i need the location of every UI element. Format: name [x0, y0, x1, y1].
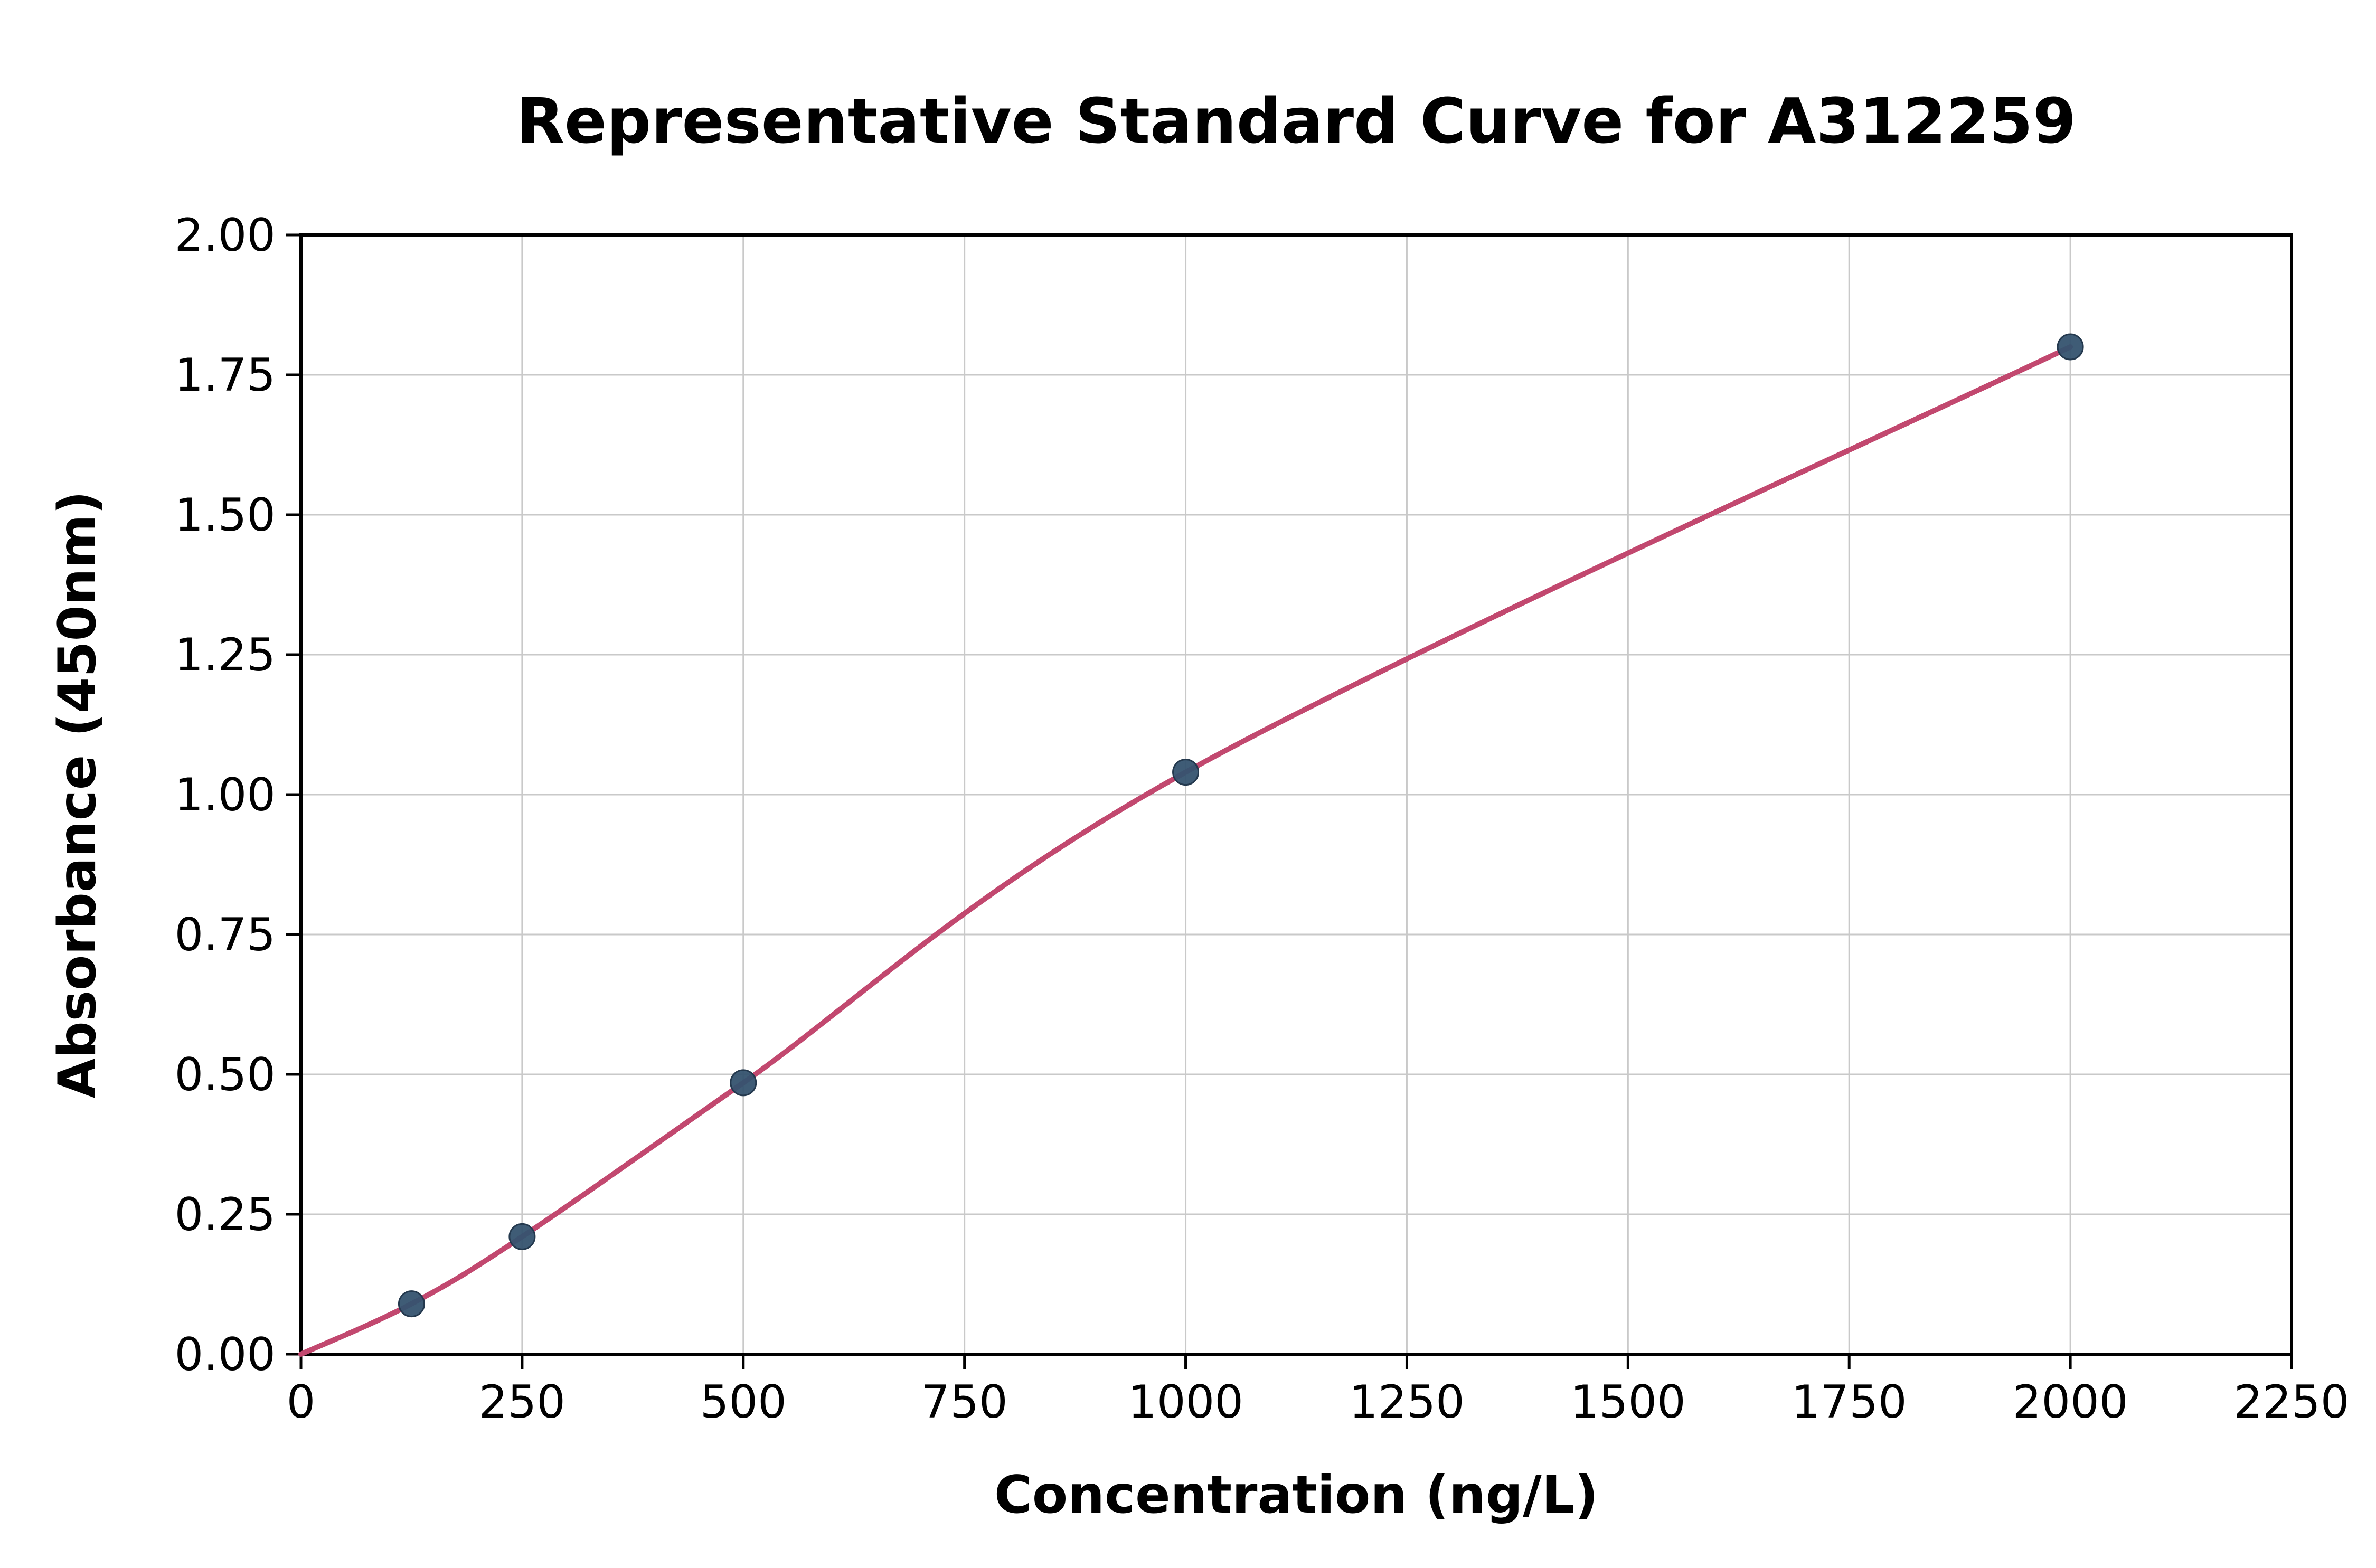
x-tick-label: 250 [479, 1376, 565, 1429]
chart-title: Representative Standard Curve for A31225… [516, 84, 2076, 157]
data-point-marker [398, 1290, 425, 1318]
x-tick-label: 0 [287, 1376, 316, 1429]
y-tick-label: 0.00 [175, 1328, 276, 1381]
data-point-marker [508, 1223, 536, 1250]
x-tick-label: 500 [700, 1376, 787, 1429]
x-tick-label: 1750 [1792, 1376, 1907, 1429]
y-tick-label: 1.25 [175, 629, 276, 682]
plot-border [299, 233, 2293, 1356]
data-point-marker [2057, 333, 2084, 361]
x-tick-label: 1000 [1128, 1376, 1243, 1429]
x-tick-label: 2000 [2013, 1376, 2128, 1429]
axis-tick-labels: 0 250 500 750 1000 1250 1500 1750 2000 2250 0.00 0.… [175, 209, 2350, 1429]
x-tick-label: 2250 [2234, 1376, 2350, 1429]
y-tick-label: 0.50 [175, 1049, 276, 1101]
y-tick-label: 0.25 [175, 1188, 276, 1241]
y-tick-label: 2.00 [175, 209, 276, 262]
standard-curve-series [298, 333, 2084, 1357]
data-point-marker [1172, 759, 1200, 786]
fit-curve [298, 344, 2073, 1357]
x-axis-label: Concentration (ng/L) [994, 1465, 1598, 1525]
y-tick-label: 1.50 [175, 489, 276, 542]
y-axis-label: Absorbance (450nm) [48, 491, 108, 1099]
y-tick-label: 1.75 [175, 349, 276, 402]
data-point-marker [730, 1069, 757, 1097]
x-tick-label: 1250 [1349, 1376, 1465, 1429]
axis-tick-marks [286, 233, 2293, 1369]
x-tick-label: 750 [921, 1376, 1008, 1429]
y-tick-label: 0.75 [175, 909, 276, 961]
x-tick-label: 1500 [1570, 1376, 1686, 1429]
y-tick-label: 1.00 [175, 769, 276, 821]
